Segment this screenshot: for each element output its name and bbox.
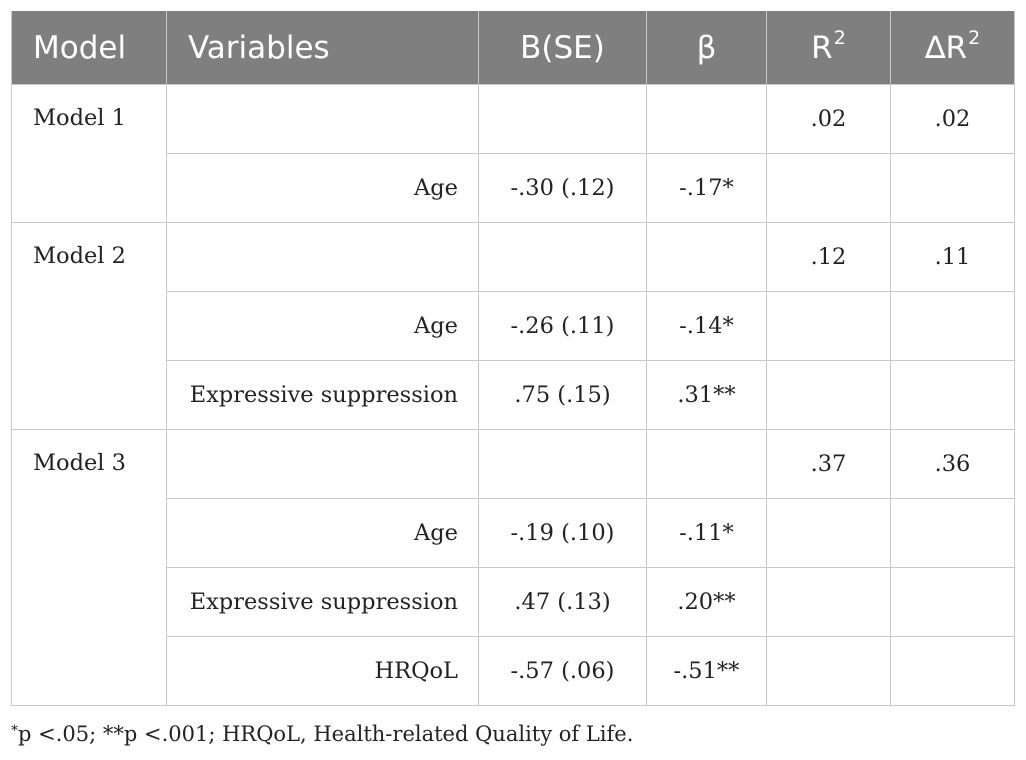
table-row: HRQoL -.57 (.06) -.51** bbox=[12, 636, 1015, 706]
delta-r-squared-cell bbox=[890, 153, 1015, 223]
table-footnote: *p <.05; **p <.001; HRQoL, Health-relate… bbox=[11, 722, 633, 746]
variable-cell bbox=[166, 429, 479, 499]
r-squared-cell bbox=[766, 360, 891, 430]
footnote-star: * bbox=[11, 723, 18, 739]
r-squared-cell bbox=[766, 498, 891, 568]
r-squared-cell bbox=[766, 153, 891, 223]
variable-cell: Age bbox=[166, 291, 479, 361]
b-se-cell: .47 (.13) bbox=[478, 567, 647, 637]
r-squared-cell bbox=[766, 291, 891, 361]
b-se-cell: -.57 (.06) bbox=[478, 636, 647, 706]
variable-cell: Expressive suppression bbox=[166, 567, 479, 637]
beta-cell: -.11* bbox=[646, 498, 767, 568]
model-label: Model 2 bbox=[11, 222, 167, 430]
table-row: Expressive suppression .47 (.13) .20** bbox=[12, 567, 1015, 637]
beta-cell: .31** bbox=[646, 360, 767, 430]
beta-cell bbox=[646, 84, 767, 154]
header-variables: Variables bbox=[166, 11, 479, 85]
delta-r-squared-cell: .36 bbox=[890, 429, 1015, 499]
delta-r-squared-cell bbox=[890, 636, 1015, 706]
table-row: Model 3 .37 .36 bbox=[11, 429, 1015, 706]
header-r-squared: R2 bbox=[766, 11, 891, 85]
delta-r-squared-cell bbox=[890, 291, 1015, 361]
variable-cell: HRQoL bbox=[166, 636, 479, 706]
header-beta: β bbox=[646, 11, 767, 85]
b-se-cell bbox=[478, 84, 647, 154]
table-row: Model 2 .12 .11 bbox=[11, 222, 1015, 430]
r-squared-cell bbox=[766, 636, 891, 706]
table-row: Expressive suppression .75 (.15) .31** bbox=[12, 360, 1015, 430]
regression-table-container: Model Variables B(SE) β R2 ∆R2 Model 1 .… bbox=[11, 11, 1015, 706]
table-row: Model 1 .02 .02 bbox=[11, 84, 1015, 223]
variable-cell: Expressive suppression bbox=[166, 360, 479, 430]
header-model: Model bbox=[11, 11, 167, 85]
b-se-cell: -.26 (.11) bbox=[478, 291, 647, 361]
beta-cell bbox=[646, 222, 767, 292]
b-se-cell: .75 (.15) bbox=[478, 360, 647, 430]
beta-cell: -.17* bbox=[646, 153, 767, 223]
b-se-cell bbox=[478, 222, 647, 292]
header-r-squared-base: R bbox=[811, 29, 833, 66]
r-squared-cell: .02 bbox=[766, 84, 891, 154]
header-r-squared-sup: 2 bbox=[833, 26, 846, 49]
regression-table: Model Variables B(SE) β R2 ∆R2 Model 1 .… bbox=[11, 11, 1015, 706]
beta-cell: -.14* bbox=[646, 291, 767, 361]
beta-cell: -.51** bbox=[646, 636, 767, 706]
variable-cell: Age bbox=[166, 153, 479, 223]
delta-r-squared-cell bbox=[890, 567, 1015, 637]
model-label: Model 3 bbox=[11, 429, 167, 706]
b-se-cell: -.19 (.10) bbox=[478, 498, 647, 568]
header-delta-r-squared-sup: 2 bbox=[968, 26, 981, 49]
b-se-cell: -.30 (.12) bbox=[478, 153, 647, 223]
variable-cell: Age bbox=[166, 498, 479, 568]
beta-cell: .20** bbox=[646, 567, 767, 637]
delta-r-squared-cell bbox=[890, 498, 1015, 568]
header-delta-r-squared: ∆R2 bbox=[890, 11, 1015, 85]
footnote-text: p <.05; **p <.001; HRQoL, Health-related… bbox=[18, 722, 634, 746]
r-squared-cell: .12 bbox=[766, 222, 891, 292]
variable-cell bbox=[166, 222, 479, 292]
delta-r-squared-cell: .11 bbox=[890, 222, 1015, 292]
model-label: Model 1 bbox=[11, 84, 167, 223]
table-header-row: Model Variables B(SE) β R2 ∆R2 bbox=[11, 11, 1015, 85]
beta-cell bbox=[646, 429, 767, 499]
r-squared-cell bbox=[766, 567, 891, 637]
delta-r-squared-cell bbox=[890, 360, 1015, 430]
r-squared-cell: .37 bbox=[766, 429, 891, 499]
delta-r-squared-cell: .02 bbox=[890, 84, 1015, 154]
header-b-se: B(SE) bbox=[478, 11, 647, 85]
b-se-cell bbox=[478, 429, 647, 499]
variable-cell bbox=[166, 84, 479, 154]
header-delta-r-squared-base: ∆R bbox=[924, 29, 968, 66]
